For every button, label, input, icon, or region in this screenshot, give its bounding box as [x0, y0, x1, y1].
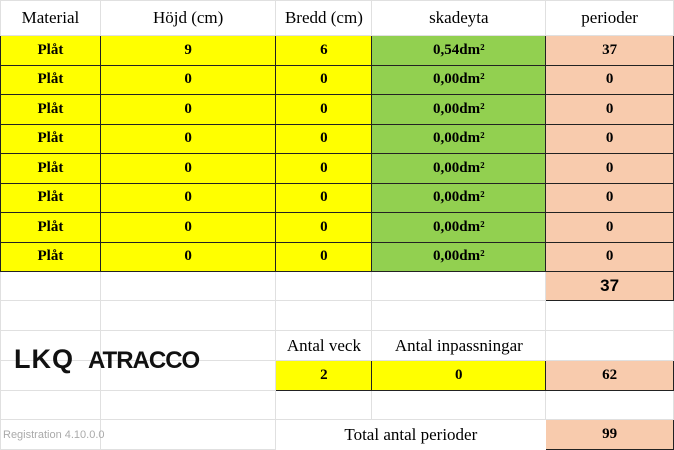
- periods-cell: 0: [545, 153, 674, 184]
- header-width: Bredd (cm): [275, 0, 373, 36]
- periods-cell: 0: [545, 94, 674, 125]
- width-input[interactable]: 0: [275, 182, 373, 213]
- height-input[interactable]: 0: [99, 241, 277, 272]
- lkq-logo: LKQ: [14, 344, 74, 374]
- periods-cell: 0: [545, 241, 674, 272]
- periods-cell: 0: [545, 212, 674, 243]
- width-input[interactable]: 6: [275, 35, 373, 66]
- material-cell: Plåt: [0, 212, 101, 243]
- veck-periods: 62: [545, 360, 674, 391]
- logo: LKQ ATRACCO: [14, 344, 200, 376]
- height-input[interactable]: 0: [99, 94, 277, 125]
- area-cell: 0,00dm²: [371, 123, 547, 154]
- height-input[interactable]: 0: [99, 153, 277, 184]
- width-input[interactable]: 0: [275, 153, 373, 184]
- area-cell: 0,54dm²: [371, 35, 547, 66]
- periods-cell: 37: [545, 35, 674, 66]
- header-periods: perioder: [545, 0, 674, 36]
- height-input[interactable]: 0: [99, 182, 277, 213]
- material-cell: Plåt: [0, 35, 101, 66]
- table-row: Plåt 0 0 0,00dm² 0: [0, 123, 674, 154]
- periods-cell: 0: [545, 64, 674, 95]
- table-row: Plåt 0 0 0,00dm² 0: [0, 241, 674, 272]
- table-row: Plåt 9 6 0,54dm² 37: [0, 35, 674, 66]
- table-row: Plåt 0 0 0,00dm² 0: [0, 182, 674, 213]
- area-cell: 0,00dm²: [371, 241, 547, 272]
- registration-version: Registration 4.10.0.0: [3, 429, 105, 441]
- header-area: skadeyta: [371, 0, 547, 36]
- antal-inpassningar-input[interactable]: 0: [371, 360, 547, 391]
- material-cell: Plåt: [0, 64, 101, 95]
- area-cell: 0,00dm²: [371, 182, 547, 213]
- width-input[interactable]: 0: [275, 212, 373, 243]
- subtotal-periods: 37: [545, 271, 674, 301]
- header-material: Material: [0, 0, 101, 36]
- area-cell: 0,00dm²: [371, 212, 547, 243]
- material-cell: Plåt: [0, 123, 101, 154]
- width-input[interactable]: 0: [275, 241, 373, 272]
- total-periods: 99: [545, 419, 674, 450]
- atracco-logo: ATRACCO: [88, 347, 200, 374]
- header-height: Höjd (cm): [99, 0, 277, 36]
- total-label: Total antal perioder: [275, 419, 547, 450]
- area-cell: 0,00dm²: [371, 153, 547, 184]
- width-input[interactable]: 0: [275, 94, 373, 125]
- width-input[interactable]: 0: [275, 123, 373, 154]
- material-cell: Plåt: [0, 94, 101, 125]
- table-row: Plåt 0 0 0,00dm² 0: [0, 153, 674, 184]
- antal-veck-input[interactable]: 2: [275, 360, 373, 391]
- table-row: Plåt 0 0 0,00dm² 0: [0, 64, 674, 95]
- width-input[interactable]: 0: [275, 64, 373, 95]
- antal-veck-label: Antal veck: [275, 330, 373, 361]
- material-cell: Plåt: [0, 241, 101, 272]
- periods-cell: 0: [545, 123, 674, 154]
- material-cell: Plåt: [0, 182, 101, 213]
- antal-inpassningar-label: Antal inpassningar: [371, 330, 547, 361]
- height-input[interactable]: 9: [99, 35, 277, 66]
- area-cell: 0,00dm²: [371, 94, 547, 125]
- area-cell: 0,00dm²: [371, 64, 547, 95]
- height-input[interactable]: 0: [99, 123, 277, 154]
- periods-cell: 0: [545, 182, 674, 213]
- height-input[interactable]: 0: [99, 64, 277, 95]
- header-row: Material Höjd (cm) Bredd (cm) skadeyta p…: [0, 0, 674, 36]
- table-row: Plåt 0 0 0,00dm² 0: [0, 212, 674, 243]
- table-row: Plåt 0 0 0,00dm² 0: [0, 94, 674, 125]
- material-cell: Plåt: [0, 153, 101, 184]
- height-input[interactable]: 0: [99, 212, 277, 243]
